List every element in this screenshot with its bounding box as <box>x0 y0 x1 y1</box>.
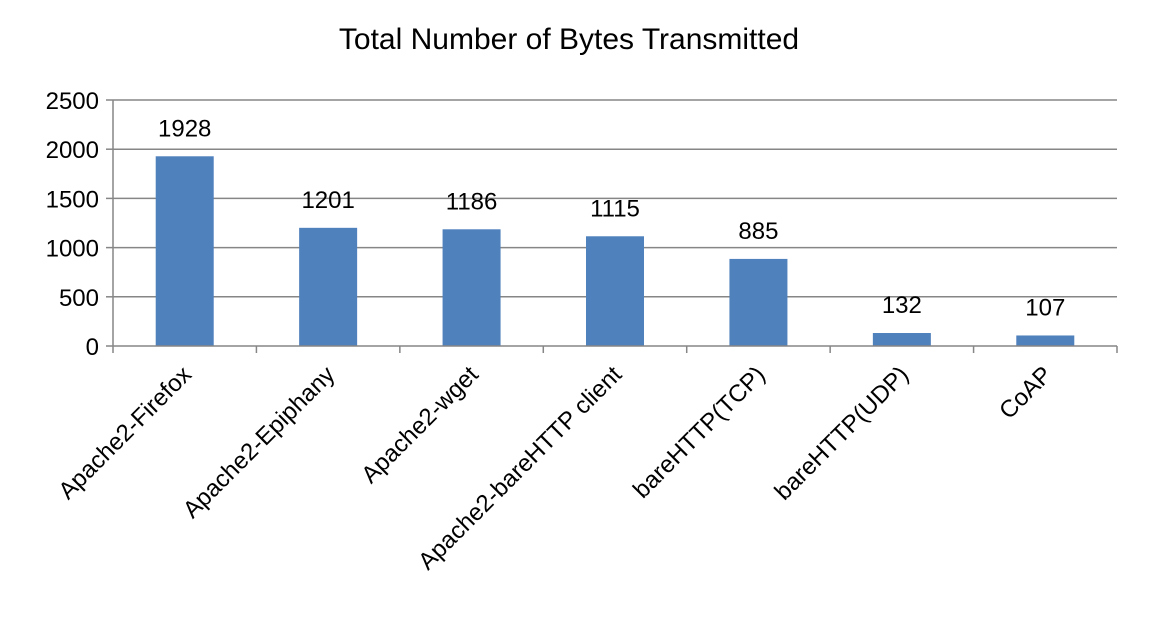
data-label: 1115 <box>590 195 640 222</box>
x-tick-label: Apache2-Epiphany <box>178 361 341 524</box>
bar <box>872 333 931 346</box>
x-tick-label: Apache2-Firefox <box>53 361 197 505</box>
bars <box>155 156 1075 346</box>
y-tick-label: 1000 <box>46 236 99 263</box>
data-label: 1201 <box>301 187 354 214</box>
bar <box>586 236 644 346</box>
data-label: 107 <box>1025 294 1065 321</box>
y-tick-label: 1500 <box>46 186 99 213</box>
axes <box>106 99 1118 353</box>
grid-lines <box>113 99 1117 298</box>
x-tick-label: Apache2-wget <box>356 361 484 489</box>
bar <box>729 258 788 346</box>
data-label: 885 <box>738 218 778 245</box>
bar <box>155 156 214 346</box>
x-tick-label: CoAP <box>994 361 1057 424</box>
data-label: 1928 <box>158 115 211 142</box>
y-tick-label: 500 <box>59 285 99 312</box>
y-tick-label: 0 <box>86 334 99 361</box>
chart-title: Total Number of Bytes Transmitted <box>339 23 799 56</box>
x-tick-label: bareHTTP(TCP) <box>628 361 771 504</box>
data-label: 132 <box>882 292 922 319</box>
x-tick-label: bareHTTP(UDP) <box>770 361 915 506</box>
y-tick-label: 2500 <box>46 88 99 115</box>
y-tick-label: 2000 <box>46 137 99 164</box>
data-label: 1186 <box>446 188 498 215</box>
bar <box>442 229 501 346</box>
bar <box>1016 335 1075 346</box>
bar <box>299 227 358 346</box>
